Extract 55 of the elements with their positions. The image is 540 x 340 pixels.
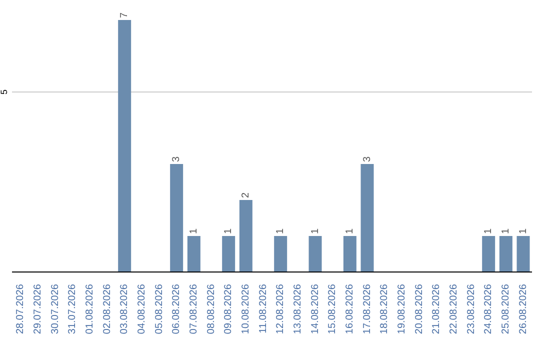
data-label: 3	[362, 156, 373, 162]
bar	[239, 200, 252, 272]
x-tick-label: 03.08.2026	[119, 284, 130, 334]
x-tick-label: 29.07.2026	[32, 284, 44, 334]
data-label: 1	[310, 228, 321, 234]
x-tick-label: 22.08.2026	[448, 284, 460, 334]
x-tick-label: 13.08.2026	[292, 284, 304, 334]
x-tick-label: 25.08.2026	[500, 284, 512, 334]
x-tick-label: 10.08.2026	[240, 284, 252, 334]
data-label: 1	[188, 228, 200, 234]
x-tick-label: 19.08.2026	[396, 284, 408, 334]
bar	[274, 236, 288, 272]
bar	[482, 236, 496, 272]
x-tick-label: 15.08.2026	[327, 284, 338, 334]
bar	[360, 164, 374, 272]
x-tick-label: 01.08.2026	[84, 284, 96, 334]
x-tick-label: 09.08.2026	[223, 284, 234, 334]
x-tick-label: 11.08.2026	[258, 284, 269, 334]
data-label: 1	[223, 228, 234, 234]
x-tick-label: 23.08.2026	[466, 284, 477, 334]
x-tick-label: 02.08.2026	[102, 284, 113, 334]
x-tick-label: 21.08.2026	[431, 284, 442, 334]
x-tick-label: 31.07.2026	[67, 284, 78, 334]
x-tick-label: 30.07.2026	[50, 284, 61, 334]
x-tick-label: 18.08.2026	[379, 284, 390, 334]
data-label: 2	[240, 192, 252, 198]
data-label: 3	[171, 156, 182, 162]
y-tick-label: 5	[0, 89, 9, 95]
x-tick-label: 14.08.2026	[310, 284, 321, 334]
x-tick-label: 20.08.2026	[414, 284, 425, 334]
x-tick-label: 08.08.2026	[206, 284, 217, 334]
bar	[499, 236, 512, 272]
data-label: 1	[483, 228, 494, 234]
x-tick-label: 26.08.2026	[518, 284, 529, 334]
bar	[118, 20, 132, 272]
data-label: 7	[119, 12, 130, 18]
bar	[170, 164, 184, 272]
x-tick-label: 07.08.2026	[188, 284, 200, 334]
data-label: 1	[275, 228, 286, 234]
x-tick-label: 04.08.2026	[136, 284, 148, 334]
x-tick-label: 06.08.2026	[171, 284, 182, 334]
bar	[343, 236, 356, 272]
x-tick-label: 05.08.2026	[154, 284, 165, 334]
bar	[516, 236, 530, 272]
data-label: 1	[344, 228, 356, 234]
data-label: 1	[500, 228, 512, 234]
x-tick-label: 12.08.2026	[275, 284, 286, 334]
bar	[187, 236, 200, 272]
x-tick-label: 16.08.2026	[344, 284, 356, 334]
data-label: 1	[518, 228, 529, 234]
x-tick-label: 24.08.2026	[483, 284, 494, 334]
bar	[222, 236, 236, 272]
bar	[308, 236, 322, 272]
x-tick-label: 17.08.2026	[362, 284, 373, 334]
x-tick-label: 28.07.2026	[15, 284, 26, 334]
